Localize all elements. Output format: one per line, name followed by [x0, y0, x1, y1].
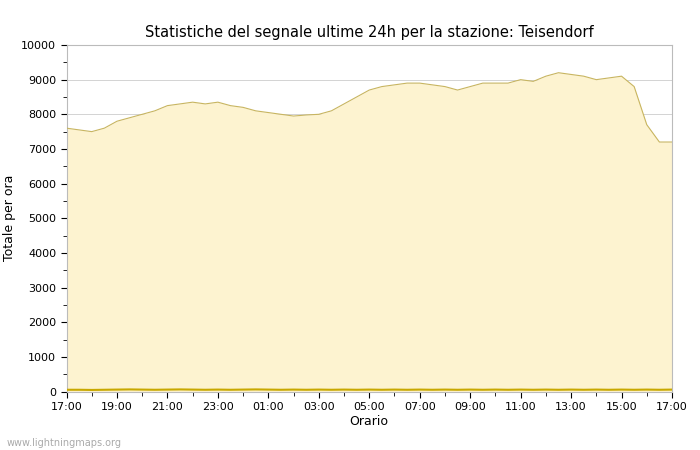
X-axis label: Orario: Orario: [350, 415, 389, 428]
Title: Statistiche del segnale ultime 24h per la stazione: Teisendorf: Statistiche del segnale ultime 24h per l…: [145, 25, 594, 40]
Y-axis label: Totale per ora: Totale per ora: [3, 175, 15, 261]
Text: www.lightningmaps.org: www.lightningmaps.org: [7, 438, 122, 448]
